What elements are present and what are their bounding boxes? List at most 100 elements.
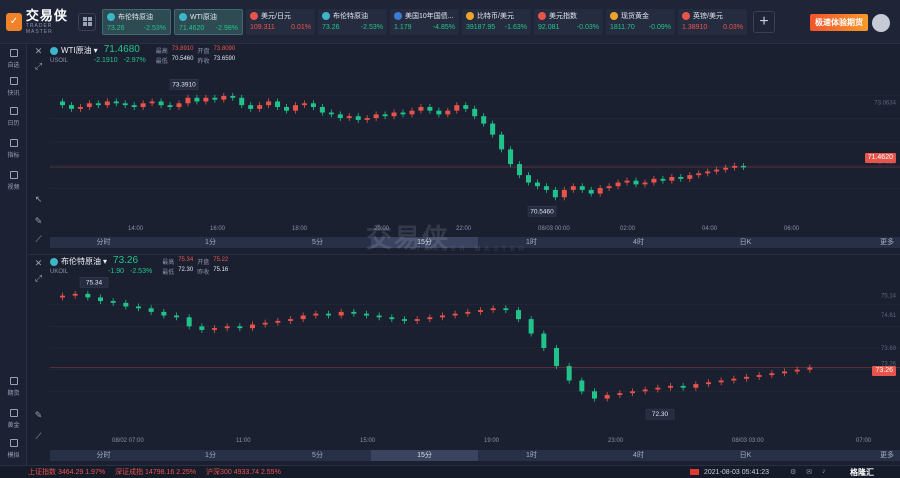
- candle[interactable]: [687, 175, 693, 179]
- expand-icon[interactable]: ⤢: [34, 273, 43, 283]
- candle[interactable]: [642, 182, 648, 185]
- candle[interactable]: [680, 385, 686, 388]
- candle[interactable]: [230, 95, 236, 98]
- candle[interactable]: [478, 310, 483, 312]
- candle[interactable]: [167, 105, 173, 107]
- settings-icon[interactable]: ⚙: [790, 469, 797, 476]
- quote-card[interactable]: 美元指数 92.081 -0.03%: [534, 8, 603, 35]
- timeframe-tab[interactable]: 日K: [739, 239, 752, 246]
- quote-card[interactable]: 比特币/美元 39187.95 -1.63%: [462, 8, 531, 35]
- close-icon[interactable]: ✕: [34, 46, 43, 56]
- candle[interactable]: [516, 310, 521, 320]
- promo-banner[interactable]: 极速体验期货: [810, 14, 868, 31]
- candle[interactable]: [693, 384, 699, 388]
- candle[interactable]: [731, 378, 737, 381]
- candle[interactable]: [490, 308, 496, 311]
- candle[interactable]: [769, 373, 775, 376]
- sidebar-item-gold[interactable]: 黄金: [0, 406, 27, 432]
- candle[interactable]: [389, 317, 395, 320]
- timeframe-tab[interactable]: 分时: [96, 452, 111, 459]
- candle[interactable]: [364, 118, 370, 120]
- candle[interactable]: [436, 110, 442, 115]
- chevron-down-icon[interactable]: ▾: [103, 257, 108, 266]
- close-icon[interactable]: ✕: [34, 258, 43, 268]
- timeframe-tab[interactable]: 日K: [739, 452, 752, 459]
- candle[interactable]: [300, 315, 306, 320]
- candle[interactable]: [588, 189, 594, 194]
- candle[interactable]: [592, 391, 597, 399]
- index-ticker[interactable]: 上证指数 3464.29 1.97%: [28, 467, 105, 477]
- candle[interactable]: [655, 387, 661, 390]
- candle[interactable]: [756, 375, 762, 377]
- candle[interactable]: [454, 105, 460, 111]
- candle[interactable]: [158, 101, 164, 106]
- index-ticker[interactable]: 沪深300 4933.74 2.55%: [206, 467, 281, 477]
- candle[interactable]: [669, 177, 675, 181]
- candle[interactable]: [95, 103, 101, 106]
- candle[interactable]: [706, 382, 711, 385]
- candle[interactable]: [579, 380, 585, 392]
- candle[interactable]: [161, 311, 167, 316]
- candle[interactable]: [338, 311, 344, 316]
- quote-card[interactable]: 现货黄金 1811.70 -0.09%: [606, 8, 675, 35]
- candle[interactable]: [597, 188, 603, 194]
- candle[interactable]: [445, 110, 451, 115]
- candle[interactable]: [110, 301, 116, 303]
- candle[interactable]: [570, 186, 576, 190]
- candle[interactable]: [346, 116, 352, 119]
- candle[interactable]: [807, 367, 813, 370]
- candle[interactable]: [543, 186, 549, 190]
- candle[interactable]: [427, 317, 433, 320]
- timeframe-tab[interactable]: 5分: [312, 452, 323, 459]
- timeframe-tab[interactable]: 4时: [633, 452, 644, 459]
- candle[interactable]: [248, 105, 254, 109]
- candle[interactable]: [561, 189, 567, 198]
- candle[interactable]: [606, 186, 612, 189]
- candle[interactable]: [337, 114, 343, 119]
- candle[interactable]: [660, 178, 666, 181]
- sound-icon[interactable]: ♪: [822, 468, 826, 475]
- candle[interactable]: [517, 164, 523, 176]
- candle[interactable]: [262, 322, 268, 325]
- candle[interactable]: [723, 167, 729, 170]
- pen-icon[interactable]: ✎: [34, 410, 43, 420]
- timeframe-tab[interactable]: 1分: [205, 452, 216, 459]
- candle[interactable]: [452, 313, 458, 316]
- candle[interactable]: [257, 105, 263, 109]
- candle[interactable]: [85, 293, 91, 298]
- candle[interactable]: [794, 369, 800, 372]
- candle[interactable]: [221, 95, 227, 100]
- candle[interactable]: [174, 315, 179, 318]
- quote-card[interactable]: 英镑/美元 1.38910 0.03%: [678, 8, 747, 35]
- more-button[interactable]: 更多: [880, 239, 894, 246]
- candle[interactable]: [250, 324, 255, 329]
- candle[interactable]: [237, 326, 243, 329]
- pen-icon[interactable]: ✎: [34, 216, 43, 226]
- candlestick-chart-brent[interactable]: 75.14 74.61 73.26 73.69 75.34 72.30: [50, 275, 900, 437]
- quote-card[interactable]: WTI原油 71.4620 -2.98%: [174, 8, 243, 35]
- candle[interactable]: [149, 101, 155, 104]
- candle[interactable]: [148, 308, 154, 312]
- candle[interactable]: [313, 313, 319, 316]
- quote-card[interactable]: 布伦特原油 73.26 -2.53%: [318, 8, 387, 35]
- candle[interactable]: [696, 173, 702, 176]
- sidebar-item-watchlist[interactable]: 自选: [0, 46, 27, 72]
- candle[interactable]: [463, 105, 469, 109]
- candle[interactable]: [72, 293, 78, 296]
- candle[interactable]: [633, 180, 639, 185]
- candle[interactable]: [212, 328, 217, 330]
- sidebar-item-futures[interactable]: 期货: [0, 374, 27, 400]
- candle[interactable]: [400, 112, 406, 115]
- timeframe-tab[interactable]: 15分: [371, 237, 478, 248]
- timeframe-tab[interactable]: 1时: [526, 239, 537, 246]
- candle[interactable]: [176, 103, 182, 107]
- candle[interactable]: [418, 107, 424, 111]
- candle[interactable]: [508, 149, 514, 165]
- candle[interactable]: [705, 171, 711, 174]
- candle[interactable]: [77, 107, 83, 109]
- candle[interactable]: [744, 376, 749, 379]
- symbol-name[interactable]: WTI原油: [61, 46, 92, 55]
- candlestick-chart-wti[interactable]: 73.0634 71.4620 73.3910 70.5460: [50, 64, 900, 229]
- candle[interactable]: [275, 101, 281, 107]
- candle[interactable]: [68, 105, 74, 109]
